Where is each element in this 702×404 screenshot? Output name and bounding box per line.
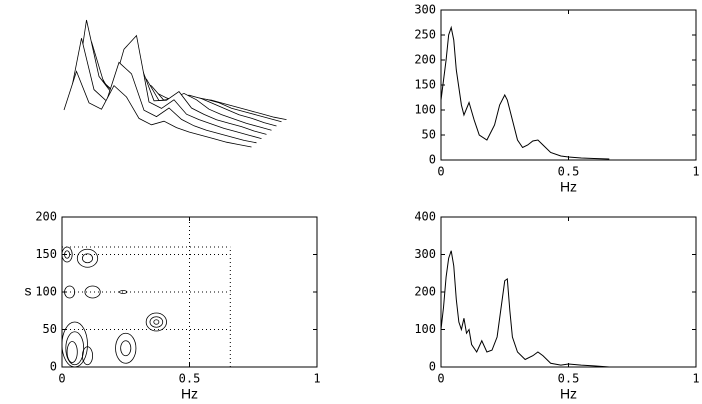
contour — [149, 316, 164, 328]
panel: 0 0.5 1 0 50 100 150 200 250 300 Hz — [414, 3, 699, 195]
x-tick-label: 1 — [692, 165, 699, 179]
x-tick-label: 0 — [437, 165, 444, 179]
x-tick-label: 0 — [437, 372, 444, 386]
y-tick-label: 250 — [414, 28, 436, 42]
contour — [76, 248, 99, 268]
contour — [64, 250, 71, 259]
contour — [65, 331, 85, 366]
contour — [153, 319, 160, 325]
contour — [82, 346, 94, 366]
x-tick-label: 0.5 — [179, 372, 201, 386]
panel: 0 0.5 1 0 100 200 300 400 Hz — [414, 210, 699, 402]
y-tick-label: 0 — [50, 360, 57, 374]
contour — [66, 341, 78, 363]
spectrum-line — [440, 25, 610, 160]
y-tick-label: 300 — [414, 3, 436, 17]
surface-trace — [73, 19, 262, 139]
y-tick-label: 100 — [414, 103, 436, 117]
contour — [145, 312, 167, 332]
x-axis-label: Hz — [560, 179, 577, 195]
y-tick-label: 50 — [43, 322, 57, 336]
y-tick-label: 200 — [414, 53, 436, 67]
x-tick-label: 1 — [692, 372, 699, 386]
plot-frame — [440, 216, 697, 368]
y-tick-label: 100 — [414, 322, 436, 336]
contour — [115, 332, 137, 364]
contour — [64, 285, 76, 299]
y-tick-label: 200 — [35, 210, 57, 224]
plot-frame — [440, 9, 697, 161]
y-tick-label: 300 — [414, 247, 436, 261]
y-tick-label: 400 — [414, 210, 436, 224]
y-tick-label: 50 — [422, 128, 436, 142]
y-tick-label: 200 — [414, 285, 436, 299]
y-axis-label: s — [25, 283, 32, 299]
x-tick-label: 0.5 — [558, 372, 580, 386]
x-axis-label: Hz — [181, 386, 198, 402]
surface-fill — [64, 71, 252, 151]
y-tick-label: 0 — [429, 360, 436, 374]
surface-trace — [63, 70, 252, 148]
surface-trace — [68, 38, 257, 144]
panel: 0 0.5 1 0 50 100 150 200 Hz s — [25, 210, 321, 402]
y-tick-label: 100 — [35, 285, 57, 299]
x-tick-label: 1 — [313, 372, 320, 386]
x-tick-label: 0 — [58, 372, 65, 386]
y-tick-label: 150 — [35, 247, 57, 261]
x-axis-label: Hz — [560, 386, 577, 402]
contour — [61, 246, 73, 263]
spectrum-line — [440, 250, 610, 368]
contour — [118, 290, 128, 294]
contour — [82, 253, 94, 264]
x-tick-label: 0.5 — [558, 165, 580, 179]
surface-plot — [63, 19, 287, 151]
contour — [61, 321, 88, 368]
y-tick-label: 150 — [414, 78, 436, 92]
y-tick-label: 0 — [429, 153, 436, 167]
contour — [120, 340, 132, 357]
contour — [84, 285, 101, 299]
